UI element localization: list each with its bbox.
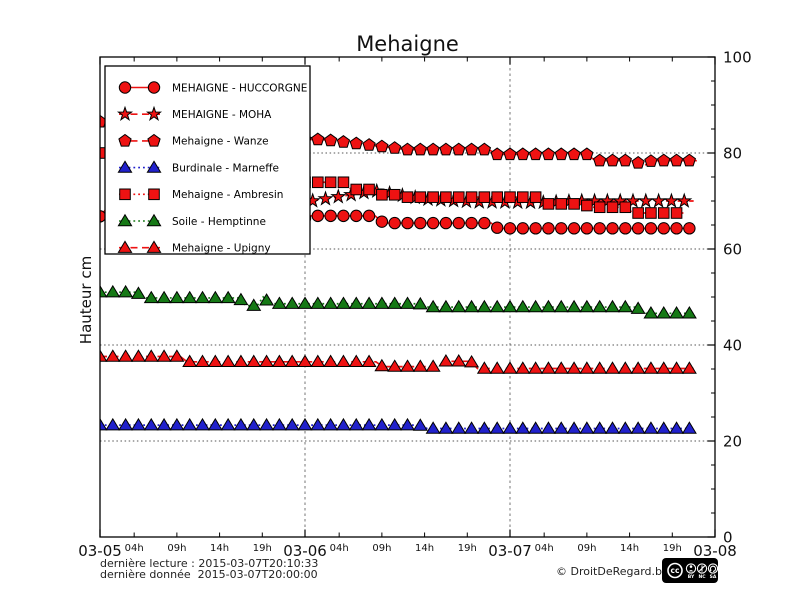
svg-text:14h: 14h [415,543,434,554]
svg-text:09h: 09h [577,543,596,554]
svg-text:09h: 09h [372,543,391,554]
cc-logo-text: cc [670,566,680,575]
svg-text:03-08: 03-08 [693,542,737,560]
series-3 [99,417,697,434]
cc-license-icons [667,562,718,579]
svg-text:Mehaigne - Wanze: Mehaigne - Wanze [172,136,269,148]
legend-entry-2: Mehaigne - Wanze [118,133,269,148]
svg-text:04h: 04h [125,543,144,554]
legend-entry-6: Mehaigne - Upigny [117,240,271,255]
legend: MEHAIGNE - HUCCORGNE MEHAIGNE - MOHA Mehai… [104,65,311,255]
cc-icon [667,562,683,579]
chart-title: Mehaigne [356,32,459,56]
svg-text:04h: 04h [535,543,554,554]
svg-text:MEHAIGNE - HUCCORGNE: MEHAIGNE - HUCCORGNE [172,82,307,94]
copyright-text: © DroitDeRegard.be [556,565,669,578]
cc-by-icon [685,563,697,574]
legend-entry-0: MEHAIGNE - HUCCORGNE [118,81,307,94]
svg-text:80: 80 [723,145,742,163]
svg-text:03-05: 03-05 [78,542,122,560]
svg-text:19h: 19h [663,543,682,554]
last-reading-text: dernière lecture : 2015-03-07T20:10:33 [100,557,319,570]
y-axis-label: Hauteur cm [77,255,95,345]
axis-ticks: 03-05 03-06 03-07 03-08 04h 09h 14h 19h 04h 09h 14… [78,49,751,561]
legend-entry-3: Burdinale - Marneffe [117,160,279,174]
svg-text:MEHAIGNE - MOHA: MEHAIGNE - MOHA [172,109,272,121]
svg-text:Mehaigne - Ambresin: Mehaigne - Ambresin [172,189,283,201]
series-6 [99,349,697,374]
svg-text:Burdinale - Marneffe: Burdinale - Marneffe [172,162,279,174]
svg-text:14h: 14h [210,543,229,554]
svg-text:Mehaigne - Upigny: Mehaigne - Upigny [172,243,271,255]
legend-entry-5: Soile - Hemptinne [117,213,266,228]
svg-text:03-06: 03-06 [283,542,327,560]
last-data-text: dernière donnée 2015-03-07T20:00:00 [100,568,318,581]
svg-text:Soile - Hemptinne: Soile - Hemptinne [172,216,266,228]
svg-text:03-07: 03-07 [488,542,532,560]
cc-term-by: BY [687,575,695,580]
svg-text:40: 40 [723,337,742,355]
cc-term-sa: SA [709,575,717,580]
svg-text:09h: 09h [167,543,186,554]
cc-nc-icon [696,563,708,574]
svg-text:14h: 14h [620,543,639,554]
cc-term-nc: NC [698,575,706,580]
svg-text:20: 20 [723,433,742,451]
svg-text:04h: 04h [330,543,349,554]
cc-sa-icon [707,563,718,574]
svg-text:100: 100 [723,49,752,67]
svg-text:19h: 19h [253,543,272,554]
cc-license-badge: cc BY NC SA [662,558,718,583]
series-5 [99,284,697,319]
svg-text:0: 0 [723,529,733,547]
legend-entry-1: MEHAIGNE - MOHA [116,105,272,122]
legend-entry-4: Mehaigne - Ambresin [119,188,283,201]
svg-text:19h: 19h [458,543,477,554]
svg-text:60: 60 [723,241,742,259]
